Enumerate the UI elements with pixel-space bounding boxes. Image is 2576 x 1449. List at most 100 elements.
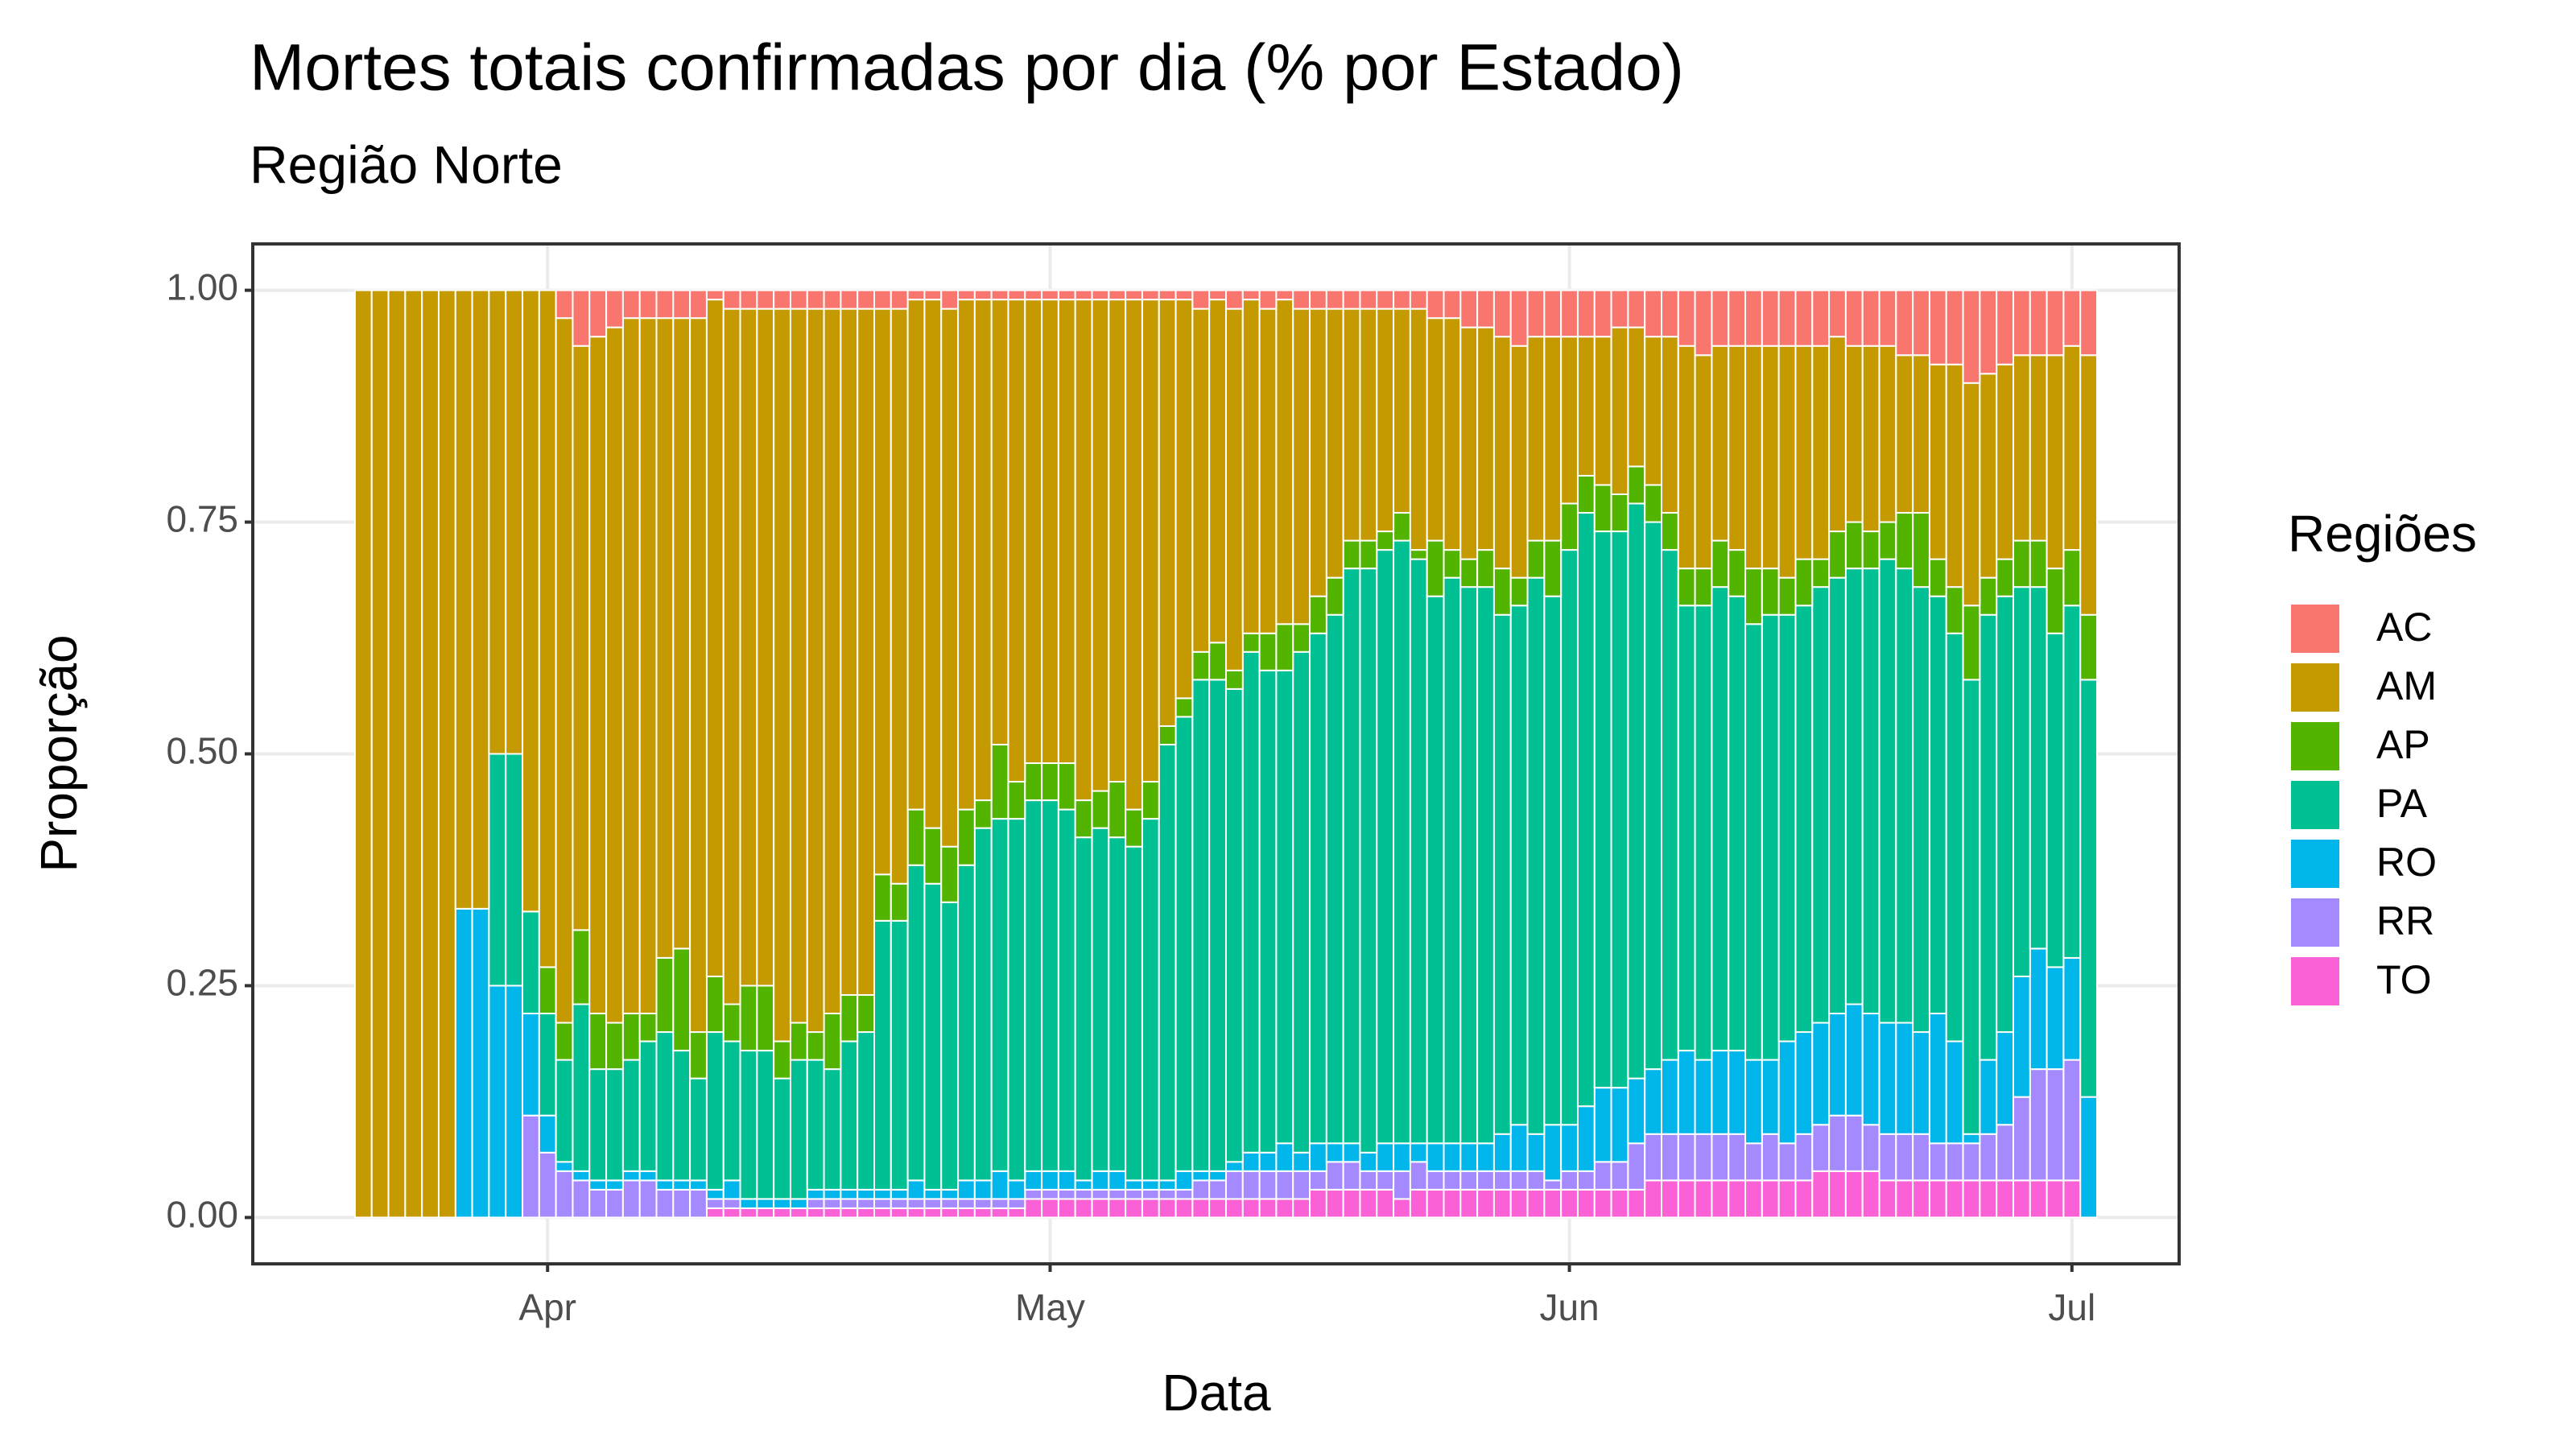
bar-segment bbox=[1342, 568, 1361, 1145]
bar-segment bbox=[353, 289, 373, 1219]
bar-segment bbox=[1426, 539, 1445, 597]
bar-segment bbox=[1945, 363, 1964, 588]
bar-segment bbox=[1174, 289, 1194, 301]
bar-segment bbox=[1828, 530, 1847, 579]
bar-segment bbox=[1861, 568, 1880, 1015]
bar-segment bbox=[1309, 289, 1327, 310]
bar-segment bbox=[739, 1207, 758, 1219]
bar-segment bbox=[1393, 289, 1411, 310]
bar-segment bbox=[505, 753, 524, 987]
bar-segment bbox=[1091, 1170, 1110, 1191]
bar-segment bbox=[1459, 586, 1479, 1145]
bar-segment bbox=[1459, 1170, 1479, 1191]
bar-segment bbox=[1224, 308, 1244, 671]
bar-segment bbox=[1174, 1170, 1194, 1191]
bar-segment bbox=[1560, 1188, 1579, 1219]
bar-segment bbox=[538, 289, 557, 968]
bar-segment bbox=[1325, 576, 1344, 616]
bar-segment bbox=[1208, 1170, 1227, 1182]
bar-segment bbox=[1661, 549, 1679, 1061]
bar-segment bbox=[1610, 1087, 1629, 1163]
bar-segment bbox=[672, 1188, 691, 1219]
bar-segment bbox=[1794, 1133, 1814, 1182]
bar-segment bbox=[1711, 289, 1730, 347]
bar-segment bbox=[1761, 613, 1780, 1061]
bar-segment bbox=[1108, 1188, 1127, 1200]
bar-segment bbox=[1393, 512, 1411, 542]
bar-segment bbox=[1844, 568, 1864, 1005]
bar-segment bbox=[1024, 799, 1043, 1172]
bar-segment bbox=[2012, 975, 2031, 1098]
bar-segment bbox=[1744, 568, 1763, 625]
bar-segment bbox=[890, 882, 909, 922]
bar-segment bbox=[689, 317, 708, 1034]
bar-segment bbox=[1174, 299, 1194, 700]
bar-segment bbox=[2012, 539, 2031, 588]
bar-segment bbox=[1041, 289, 1059, 301]
bar-segment bbox=[1342, 1142, 1361, 1163]
bar-segment bbox=[1325, 289, 1344, 310]
bar-segment bbox=[1125, 1188, 1143, 1200]
bar-segment bbox=[1576, 474, 1596, 514]
bar-segment bbox=[789, 308, 808, 1024]
bar-segment bbox=[1275, 289, 1294, 301]
bar-segment bbox=[873, 289, 892, 310]
bar-segment bbox=[973, 827, 993, 1182]
bar-segment bbox=[1074, 299, 1093, 802]
bar-segment bbox=[1644, 1068, 1663, 1135]
bar-segment bbox=[857, 289, 876, 310]
bar-segment bbox=[973, 299, 993, 802]
bar-segment bbox=[756, 308, 775, 987]
bar-segment bbox=[1728, 289, 1747, 347]
bar-segment bbox=[672, 947, 691, 1052]
bar-segment bbox=[1644, 1179, 1663, 1219]
bar-segment bbox=[1895, 1179, 1914, 1219]
bar-segment bbox=[1711, 1133, 1730, 1182]
bar-segment bbox=[1492, 289, 1512, 338]
bar-segment bbox=[1912, 354, 1930, 514]
bar-segment bbox=[1158, 299, 1177, 727]
bar-segment bbox=[1292, 308, 1311, 625]
bar-segment bbox=[1928, 363, 1947, 560]
bar-segment bbox=[1459, 326, 1479, 560]
bar-segment bbox=[1325, 1142, 1344, 1163]
bar-segment bbox=[873, 308, 892, 876]
bar-segment bbox=[1409, 558, 1428, 1145]
bar-segment bbox=[1359, 1188, 1378, 1219]
bar-segment bbox=[621, 317, 641, 1015]
bar-segment bbox=[1844, 521, 1864, 570]
bar-segment bbox=[2012, 1096, 2031, 1182]
bar-segment bbox=[1459, 558, 1479, 588]
bar-segment bbox=[1979, 613, 1998, 1061]
y-axis-title: Proporção bbox=[30, 634, 88, 872]
bar-segment bbox=[1794, 605, 1814, 1034]
bar-segment bbox=[1443, 576, 1462, 1145]
bar-segment bbox=[1543, 595, 1563, 1126]
bar-segment bbox=[1928, 595, 1947, 1015]
bar-segment bbox=[957, 808, 976, 866]
bar-segment bbox=[906, 1207, 926, 1219]
bar-segment bbox=[488, 753, 507, 987]
bar-segment bbox=[370, 289, 390, 1219]
bar-segment bbox=[990, 1170, 1009, 1200]
bar-segment bbox=[1208, 679, 1227, 1172]
bar-segment bbox=[1007, 289, 1026, 301]
bar-segment bbox=[806, 1059, 825, 1191]
bar-segment bbox=[823, 1068, 842, 1191]
bar-segment bbox=[588, 1188, 608, 1219]
bar-segment bbox=[1208, 299, 1227, 644]
bar-segment bbox=[2062, 605, 2082, 959]
bar-segment bbox=[2062, 1059, 2082, 1182]
bar-segment bbox=[1945, 289, 1964, 365]
bar-segment bbox=[1794, 1179, 1814, 1219]
bar-segment bbox=[1526, 1188, 1546, 1219]
bar-segment bbox=[1761, 345, 1780, 570]
bar-segment bbox=[1996, 558, 2014, 597]
bar-segment bbox=[1007, 1198, 1026, 1209]
axes: 0.00 0.25 0.50 0.75 1.00 Apr May Jun Jul bbox=[166, 266, 2095, 1328]
bar-segment bbox=[1074, 289, 1093, 301]
bar-segment bbox=[756, 985, 775, 1052]
bar-segment bbox=[1292, 1151, 1311, 1172]
bar-segment bbox=[1224, 289, 1244, 310]
bar-segment bbox=[1191, 1198, 1211, 1219]
